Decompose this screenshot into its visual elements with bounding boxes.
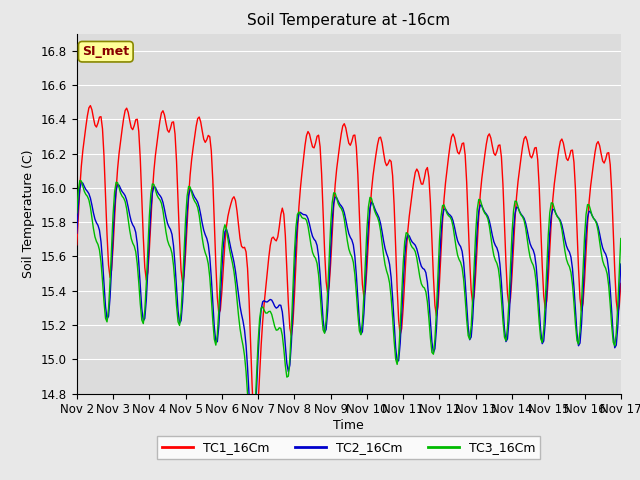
Title: Soil Temperature at -16cm: Soil Temperature at -16cm (247, 13, 451, 28)
X-axis label: Time: Time (333, 419, 364, 432)
Legend: TC1_16Cm, TC2_16Cm, TC3_16Cm: TC1_16Cm, TC2_16Cm, TC3_16Cm (157, 436, 540, 459)
Text: SI_met: SI_met (82, 45, 129, 58)
Y-axis label: Soil Temperature (C): Soil Temperature (C) (22, 149, 35, 278)
